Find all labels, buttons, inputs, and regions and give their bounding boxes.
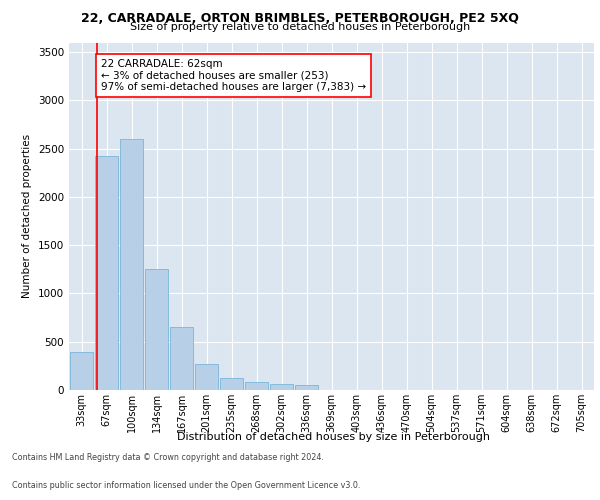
Text: 22 CARRADALE: 62sqm
← 3% of detached houses are smaller (253)
97% of semi-detach: 22 CARRADALE: 62sqm ← 3% of detached hou… bbox=[101, 59, 366, 92]
Bar bbox=[70, 352, 93, 390]
Bar bbox=[195, 364, 218, 390]
Text: Size of property relative to detached houses in Peterborough: Size of property relative to detached ho… bbox=[130, 22, 470, 32]
Bar bbox=[145, 270, 168, 390]
Bar bbox=[270, 384, 293, 390]
Bar bbox=[170, 328, 193, 390]
Text: Distribution of detached houses by size in Peterborough: Distribution of detached houses by size … bbox=[176, 432, 490, 442]
Text: Contains public sector information licensed under the Open Government Licence v3: Contains public sector information licen… bbox=[12, 481, 361, 490]
Bar bbox=[245, 382, 268, 390]
Bar bbox=[120, 139, 143, 390]
Bar bbox=[295, 385, 318, 390]
Bar bbox=[220, 378, 243, 390]
Text: 22, CARRADALE, ORTON BRIMBLES, PETERBOROUGH, PE2 5XQ: 22, CARRADALE, ORTON BRIMBLES, PETERBORO… bbox=[81, 12, 519, 26]
Text: Contains HM Land Registry data © Crown copyright and database right 2024.: Contains HM Land Registry data © Crown c… bbox=[12, 454, 324, 462]
Y-axis label: Number of detached properties: Number of detached properties bbox=[22, 134, 32, 298]
Bar bbox=[95, 156, 118, 390]
